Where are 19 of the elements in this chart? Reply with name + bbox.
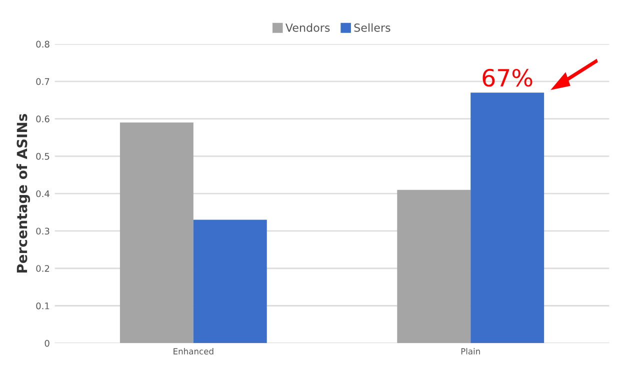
y-tick-label: 0.1 xyxy=(36,302,50,310)
y-tick-label: 0.8 xyxy=(36,40,50,48)
legend-label: Sellers xyxy=(354,23,390,32)
bar xyxy=(120,122,194,344)
y-tick-label: 0.5 xyxy=(36,152,50,160)
y-tick-label: 0.2 xyxy=(36,265,50,272)
x-tick-label: Plain xyxy=(461,348,480,354)
y-tick-label: 0.7 xyxy=(36,78,50,85)
y-tick-label: 0.4 xyxy=(36,190,50,198)
y-tick-label: 0 xyxy=(44,340,50,347)
legend-label: Vendors xyxy=(286,23,330,32)
annotation: 67% xyxy=(482,68,532,87)
bar xyxy=(470,92,544,344)
bar xyxy=(193,220,267,344)
x-tick-label: Enhanced xyxy=(174,348,214,354)
y-tick-label: 0.3 xyxy=(36,228,50,235)
y-tick-label: 0.6 xyxy=(36,116,50,122)
bar xyxy=(397,190,471,344)
y-axis-title: Percentage of ASINs xyxy=(16,114,30,273)
